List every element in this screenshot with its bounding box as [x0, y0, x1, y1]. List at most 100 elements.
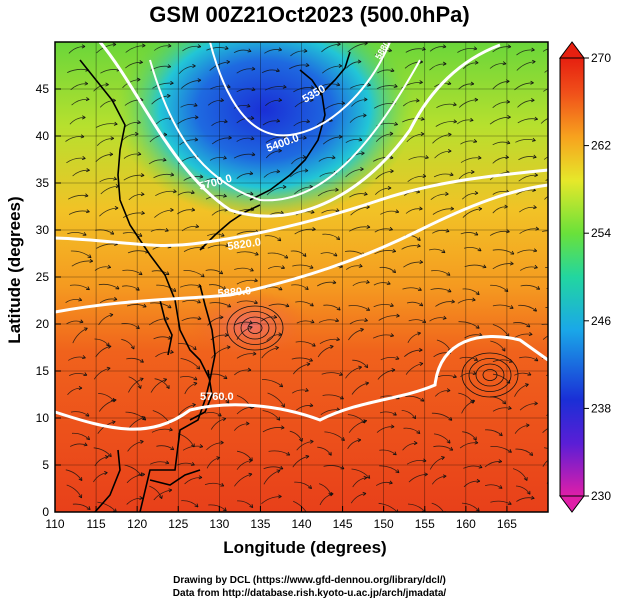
- streamline: [460, 157, 482, 163]
- streamline: [323, 102, 345, 111]
- streamline: [401, 81, 423, 89]
- streamline-arrowhead: [251, 152, 256, 157]
- streamline-arrowhead: [310, 209, 315, 214]
- streamline: [348, 420, 367, 433]
- chart-title: GSM 00Z21Oct2023 (500.0hPa): [149, 2, 470, 27]
- streamline-arrowhead: [247, 48, 252, 53]
- streamline: [377, 369, 396, 380]
- y-tick-label: 0: [42, 505, 49, 519]
- x-tick-label: 130: [209, 517, 229, 531]
- x-tick-label: 110: [45, 517, 64, 531]
- streamline-arrowhead: [113, 296, 118, 301]
- streamline: [150, 228, 169, 232]
- streamline: [71, 98, 90, 106]
- streamline: [436, 103, 457, 109]
- streamline-arrowhead: [109, 313, 114, 318]
- streamline-arrowhead: [362, 491, 367, 496]
- streamline: [540, 117, 548, 124]
- streamline: [67, 194, 89, 200]
- streamline-arrowhead: [391, 368, 396, 373]
- streamline-arrowhead: [278, 494, 282, 499]
- streamline: [514, 383, 529, 397]
- cold-core-region: [115, 42, 415, 220]
- streamline: [123, 153, 142, 159]
- streamline: [236, 300, 258, 304]
- streamline: [184, 477, 203, 485]
- streamline: [236, 88, 256, 93]
- streamline-arrowhead: [328, 451, 332, 456]
- streamline: [206, 457, 221, 469]
- streamline: [211, 137, 232, 145]
- streamline-arrowhead: [396, 313, 400, 318]
- streamline: [94, 456, 109, 467]
- streamline-arrowhead: [528, 331, 533, 336]
- streamline-arrowhead: [507, 44, 512, 49]
- streamline-arrowhead: [278, 148, 282, 153]
- streamline-arrowhead: [199, 174, 204, 179]
- streamline: [124, 464, 143, 477]
- streamline-arrowhead: [363, 97, 368, 102]
- streamline-arrowhead: [363, 113, 367, 118]
- streamline: [154, 209, 174, 218]
- streamline-arrowhead: [286, 451, 291, 456]
- streamline: [377, 69, 395, 74]
- streamline: [234, 267, 254, 272]
- streamline-arrowhead: [250, 136, 255, 141]
- streamline-arrowhead: [358, 137, 363, 142]
- streamline: [405, 395, 425, 402]
- x-tick-label: 125: [168, 517, 188, 531]
- streamline-arrowhead: [250, 115, 255, 120]
- streamline: [291, 357, 313, 362]
- streamline-arrowhead: [386, 281, 391, 285]
- streamline: [100, 185, 120, 195]
- streamline: [210, 85, 231, 90]
- x-tick-label: 120: [127, 517, 147, 531]
- streamline-arrowhead: [477, 155, 482, 160]
- streamline: [264, 235, 282, 242]
- streamline-arrowhead: [196, 299, 201, 304]
- streamline: [459, 442, 479, 449]
- y-tick-label: 25: [36, 270, 50, 284]
- streamline: [70, 83, 88, 91]
- streamline-arrowhead: [138, 232, 143, 237]
- x-tick-label: 165: [497, 517, 517, 531]
- streamline-arrowhead: [336, 407, 341, 412]
- streamline: [378, 315, 400, 321]
- streamline-arrowhead: [556, 46, 559, 49]
- streamline: [262, 120, 280, 126]
- streamline: [99, 178, 117, 183]
- streamline: [236, 406, 255, 415]
- streamline-arrowhead: [86, 506, 91, 510]
- streamline: [401, 245, 421, 250]
- streamline-arrowhead: [329, 492, 334, 497]
- streamline-arrowhead: [525, 383, 529, 388]
- streamline-arrowhead: [273, 314, 278, 319]
- streamline-arrowhead: [113, 176, 117, 181]
- streamline: [178, 65, 196, 74]
- streamline-arrowhead: [470, 169, 475, 174]
- streamline-arrowhead: [390, 424, 395, 429]
- streamline: [462, 62, 479, 70]
- streamline-arrowhead: [422, 458, 427, 463]
- streamline-arrowhead: [104, 471, 108, 476]
- streamline-arrowhead: [527, 371, 532, 376]
- streamline-arrowhead: [361, 151, 365, 156]
- streamline: [205, 269, 223, 275]
- streamline-arrowhead: [306, 513, 309, 517]
- streamline: [404, 349, 423, 357]
- streamline: [72, 169, 90, 177]
- streamline: [153, 489, 172, 501]
- streamline-arrowhead: [140, 192, 145, 197]
- streamline-arrowhead: [170, 172, 175, 177]
- streamline-arrowhead: [222, 286, 227, 291]
- streamline-arrowhead: [340, 437, 345, 441]
- streamline: [324, 431, 345, 441]
- streamline: [268, 303, 290, 307]
- streamline-arrowhead: [312, 227, 316, 232]
- streamline: [263, 171, 280, 178]
- streamline: [233, 423, 250, 431]
- streamline-arrowhead: [280, 425, 285, 430]
- streamline: [546, 480, 548, 484]
- streamline: [492, 206, 508, 214]
